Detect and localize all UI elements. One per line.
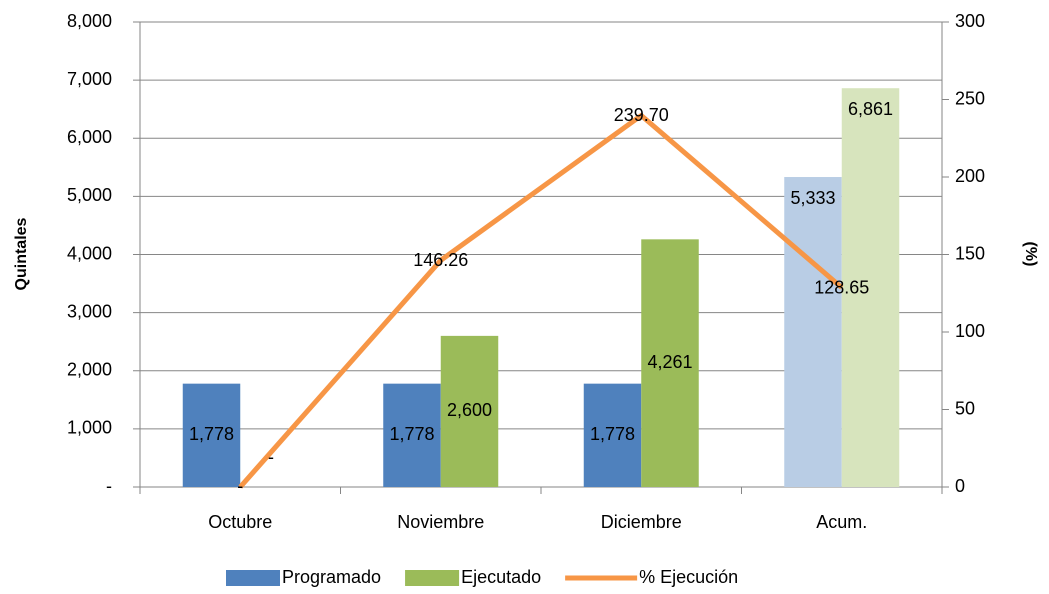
bar-value-label: 5,333 <box>790 188 835 208</box>
bar-value-label: 4,261 <box>647 352 692 372</box>
bar-value-label: 1,778 <box>389 424 434 444</box>
legend-label: % Ejecución <box>639 567 738 587</box>
y2-tick-label: 300 <box>955 11 985 31</box>
line <box>238 112 844 489</box>
y2-tick-label: 250 <box>955 88 985 108</box>
y-tick-label: 3,000 <box>67 301 112 321</box>
bar-value-label: 1,778 <box>189 424 234 444</box>
y-tick-label: 2,000 <box>67 360 112 380</box>
legend-swatch <box>226 570 280 586</box>
y2-axis-label: (%) <box>1022 242 1039 267</box>
legend-label: Programado <box>282 567 381 587</box>
bar-value-label: - <box>268 447 274 467</box>
y2-tick-label: 200 <box>955 166 985 186</box>
y-tick-label: 6,000 <box>67 127 112 147</box>
bar <box>841 88 900 487</box>
bar <box>784 177 842 487</box>
y2-tick-label: 50 <box>955 398 975 418</box>
bar <box>383 383 441 487</box>
x-tick-label: Diciembre <box>601 512 682 532</box>
y-tick-label: 4,000 <box>67 243 112 263</box>
line-value-label: - <box>237 476 243 496</box>
y2-tick-label: 100 <box>955 321 985 341</box>
bar-value-label: 2,600 <box>447 400 492 420</box>
y-tick-label: 1,000 <box>67 418 112 438</box>
legend-swatch <box>405 570 460 586</box>
legend-label: Ejecutado <box>461 567 541 587</box>
bar <box>583 383 642 487</box>
bar-value-label: 6,861 <box>848 99 893 119</box>
y-tick-label: 8,000 <box>67 11 112 31</box>
y-tick-label: - <box>106 476 112 496</box>
y-tick-label: 7,000 <box>67 69 112 89</box>
line-value-label: 146.26 <box>413 250 468 270</box>
y-axis-label: Quintales <box>13 217 30 290</box>
y2-tick-label: 150 <box>955 243 985 263</box>
x-tick-label: Octubre <box>208 512 272 532</box>
x-tick-label: Acum. <box>816 512 867 532</box>
x-tick-label: Noviembre <box>397 512 484 532</box>
bar-value-label: 1,778 <box>590 424 635 444</box>
line-value-label: 128.65 <box>814 277 869 297</box>
bar <box>440 335 499 487</box>
y2-tick-label: 0 <box>955 476 965 496</box>
line-value-label: 239.70 <box>614 105 669 125</box>
bar <box>641 239 699 487</box>
y-tick-label: 5,000 <box>67 185 112 205</box>
bar <box>182 383 241 487</box>
